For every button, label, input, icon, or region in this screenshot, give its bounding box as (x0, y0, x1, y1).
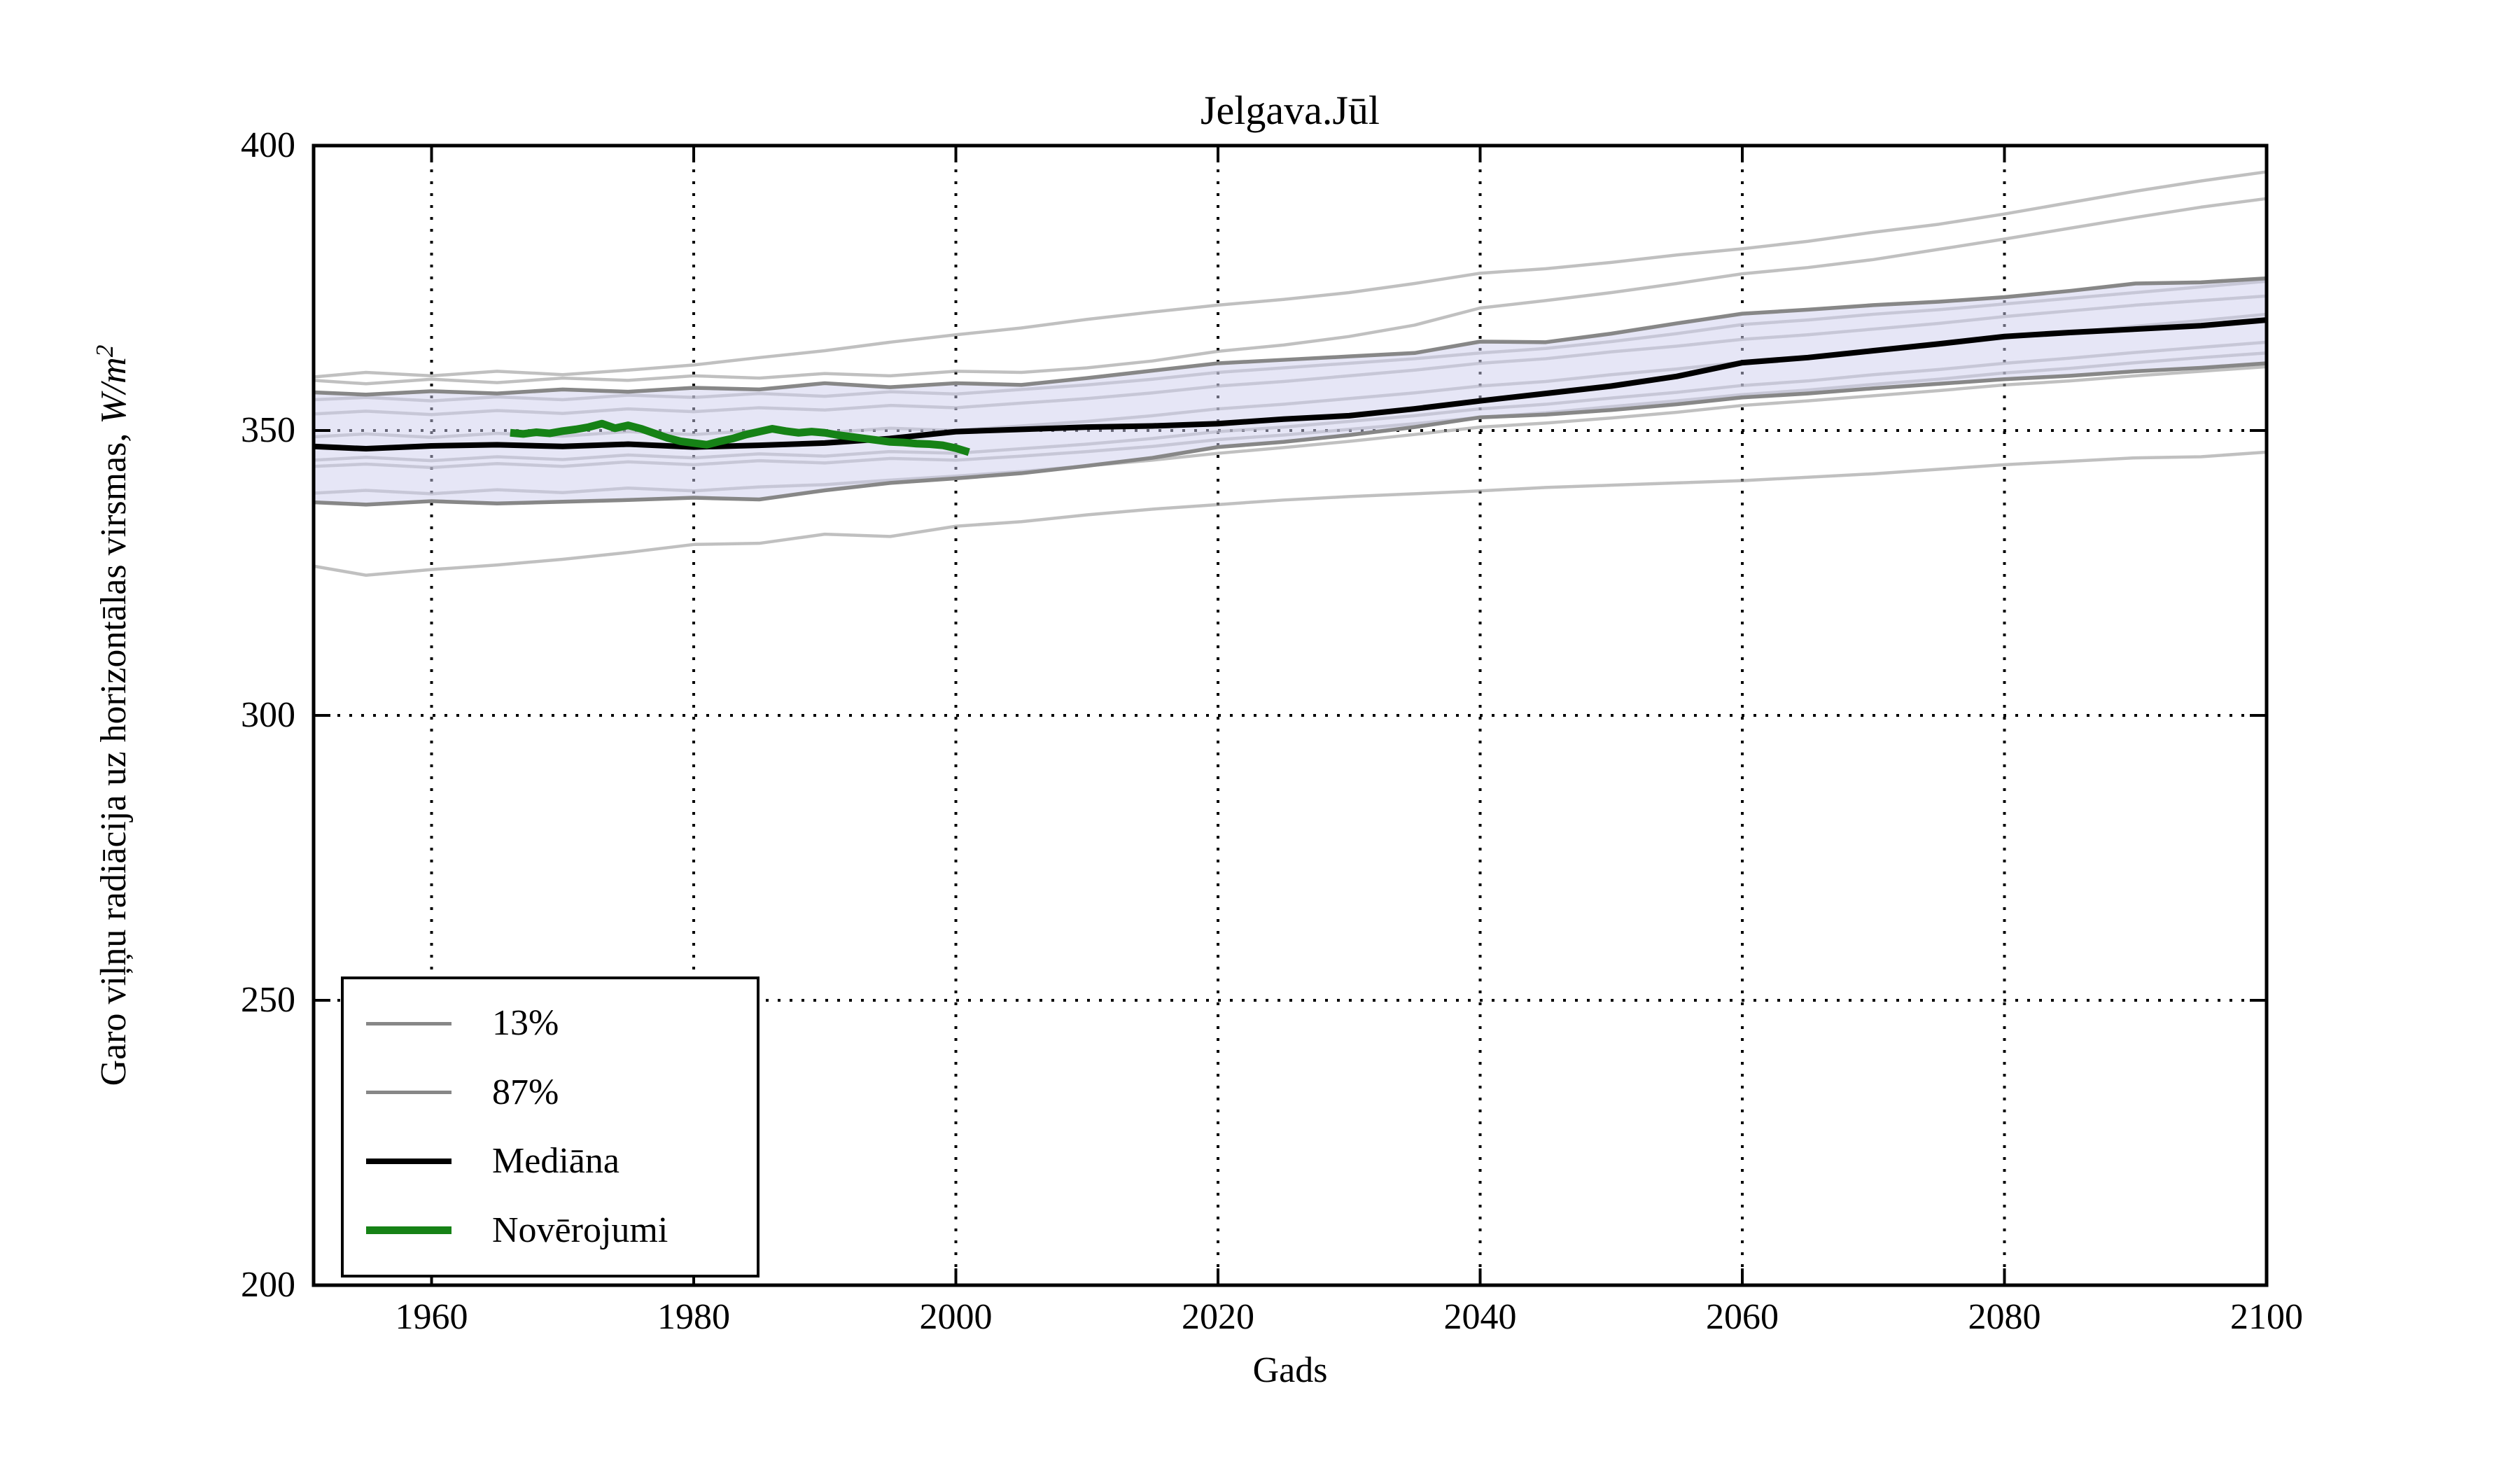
y-tick-label: 300 (241, 695, 295, 735)
ensemble-run-line (313, 450, 2267, 578)
x-tick-label: 1980 (657, 1297, 731, 1337)
observations-line (510, 419, 970, 456)
y-tick-label: 400 (241, 125, 295, 165)
legend-label-13pct: 13% (492, 1003, 559, 1044)
x-tick-label: 2040 (1443, 1297, 1517, 1337)
y-tick-label: 350 (241, 410, 295, 450)
x-tick-label: 2020 (1182, 1297, 1254, 1337)
legend-item-median: Mediāna (366, 1143, 750, 1180)
legend-label-observations: Novērojumi (492, 1210, 668, 1250)
y-tick-label: 200 (241, 1265, 295, 1305)
ensemble-run-line (313, 170, 2267, 379)
percentile-13-line (313, 361, 2267, 507)
legend-item-observations: Novērojumi (366, 1212, 750, 1249)
legend-line-13pct-swatch (366, 1021, 451, 1026)
y-axis-unit: W/m (94, 357, 134, 424)
y-axis-unit-exponent: 2 (90, 344, 118, 358)
median-line (313, 317, 2267, 452)
y-tick-label: 250 (241, 980, 295, 1020)
axes-frame (312, 144, 2269, 1287)
legend-item-13pct: 13% (366, 1005, 750, 1042)
legend-line-median-swatch (366, 1158, 451, 1165)
x-tick-label: 2000 (919, 1297, 993, 1337)
legend-item-87pct: 87% (366, 1074, 750, 1111)
x-axis-label: Gads (1252, 1350, 1328, 1390)
percentile-87-line (313, 276, 2267, 397)
uncertainty-band (314, 278, 2267, 505)
legend-line-87pct-swatch (366, 1091, 451, 1095)
ensemble-run-line (313, 197, 2267, 386)
x-tick-label: 2060 (1706, 1297, 1779, 1337)
y-axis-label-text: Garo viļņu radiācija uz horizontālas vir… (94, 424, 134, 1086)
legend-label-median: Mediāna (492, 1141, 620, 1182)
legend-label-87pct: 87% (492, 1072, 559, 1112)
legend-line-observations-swatch (366, 1226, 451, 1235)
chart-title: Jelgava.Jūl (1200, 88, 1380, 133)
y-axis-label: Garo viļņu radiācija uz horizontālas vir… (90, 345, 134, 1086)
x-tick-label: 2100 (2230, 1297, 2303, 1337)
legend: 13% 87% Mediāna Novērojumi (341, 976, 760, 1278)
x-tick-label: 2080 (1968, 1297, 2041, 1337)
x-tick-label: 1960 (395, 1297, 468, 1337)
